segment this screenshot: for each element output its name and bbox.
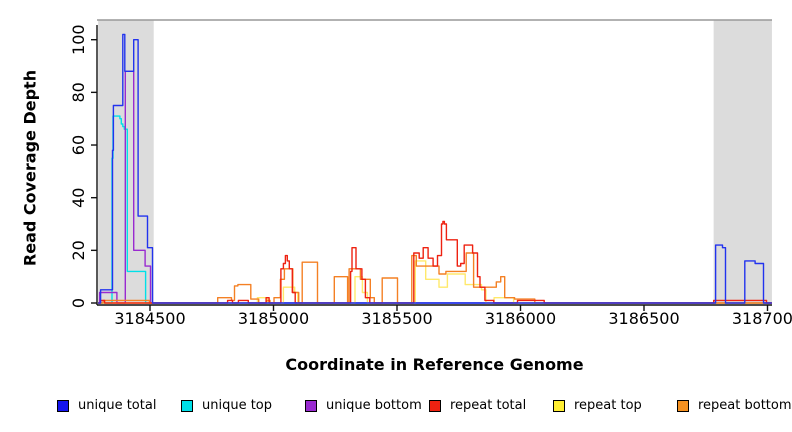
series-repeat-total-path	[98, 220, 772, 304]
legend: unique total unique top unique bottom repea…	[0, 398, 792, 422]
y-tick-label: 80	[69, 82, 88, 102]
legend-item-repeat-bottom: repeat bottom	[677, 398, 792, 413]
legend-item-unique-top: unique top	[181, 398, 272, 413]
x-tick-label: 3185500	[361, 309, 432, 328]
x-tick-label: 3186500	[608, 309, 679, 328]
legend-swatch-icon	[181, 399, 193, 412]
x-tick-label: 3186000	[485, 309, 556, 328]
y-tick-label: 20	[69, 240, 88, 260]
x-tick-label: 3185000	[238, 309, 309, 328]
legend-label: unique bottom	[326, 398, 422, 413]
legend-label: repeat bottom	[698, 398, 792, 413]
legend-label: repeat top	[574, 398, 642, 413]
series-repeat-bottom-path	[98, 252, 772, 304]
series-unique-top-path	[98, 115, 772, 304]
legend-swatch-icon	[57, 399, 69, 412]
series-repeat-top-path	[98, 260, 772, 304]
legend-item-unique-total: unique total	[57, 398, 156, 413]
legend-label: unique top	[202, 398, 273, 413]
y-tick-label: 0	[69, 298, 88, 308]
masked-region	[713, 20, 772, 304]
y-axis-title: Read Coverage Depth	[20, 69, 40, 267]
legend-label: unique total	[78, 398, 157, 413]
x-tick-label: 3184500	[114, 309, 185, 328]
legend-label: repeat total	[450, 398, 527, 413]
legend-swatch-icon	[677, 399, 689, 412]
x-axis-title: Coordinate in Reference Genome	[285, 355, 584, 374]
legend-swatch-icon	[553, 399, 565, 412]
series-unique-bottom-path	[98, 70, 772, 304]
y-tick-label: 100	[69, 24, 88, 55]
legend-item-repeat-total: repeat total	[429, 398, 526, 413]
legend-swatch-icon	[305, 399, 317, 412]
series-unique-total-path	[98, 33, 772, 304]
y-tick-label: 40	[69, 188, 88, 208]
legend-item-repeat-top: repeat top	[553, 398, 642, 413]
legend-item-unique-bottom: unique bottom	[305, 398, 422, 413]
y-tick-label: 60	[69, 135, 88, 155]
legend-swatch-icon	[429, 399, 441, 412]
